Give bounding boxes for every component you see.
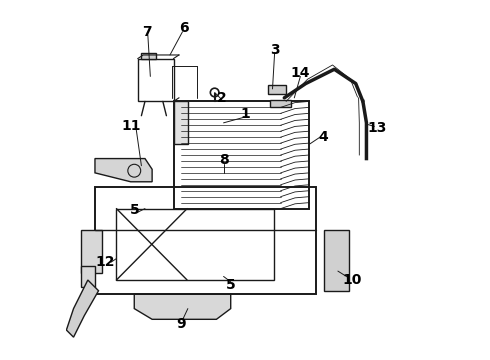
Text: 2: 2 [217, 91, 227, 105]
Text: 4: 4 [318, 130, 328, 144]
Text: 9: 9 [176, 316, 186, 330]
Text: 13: 13 [368, 121, 387, 135]
Polygon shape [66, 280, 98, 337]
Text: 14: 14 [291, 66, 310, 80]
Bar [95, 187, 317, 294]
Bar [173, 102, 309, 208]
Bar [270, 100, 292, 107]
Text: 10: 10 [343, 273, 362, 287]
Text: 6: 6 [179, 21, 189, 35]
Bar [117, 208, 273, 280]
Polygon shape [95, 158, 152, 182]
Bar [142, 53, 156, 59]
Bar [323, 230, 348, 291]
Text: 5: 5 [226, 278, 236, 292]
Text: 11: 11 [121, 120, 141, 134]
Bar [138, 59, 173, 102]
Bar [81, 230, 102, 273]
Text: 12: 12 [96, 255, 116, 269]
Bar [81, 266, 95, 287]
Bar [268, 85, 286, 94]
Text: 3: 3 [270, 42, 280, 57]
Bar [173, 102, 188, 144]
Text: 7: 7 [142, 25, 151, 39]
Text: 5: 5 [129, 203, 139, 217]
Text: 8: 8 [219, 153, 228, 167]
Text: 1: 1 [240, 107, 250, 121]
Polygon shape [134, 294, 231, 319]
